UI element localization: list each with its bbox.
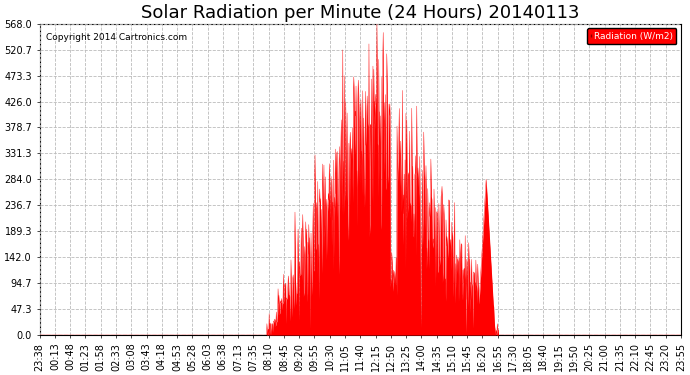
Legend: Radiation (W/m2): Radiation (W/m2) xyxy=(587,28,676,45)
Title: Solar Radiation per Minute (24 Hours) 20140113: Solar Radiation per Minute (24 Hours) 20… xyxy=(141,4,580,22)
Text: Copyright 2014 Cartronics.com: Copyright 2014 Cartronics.com xyxy=(46,33,187,42)
